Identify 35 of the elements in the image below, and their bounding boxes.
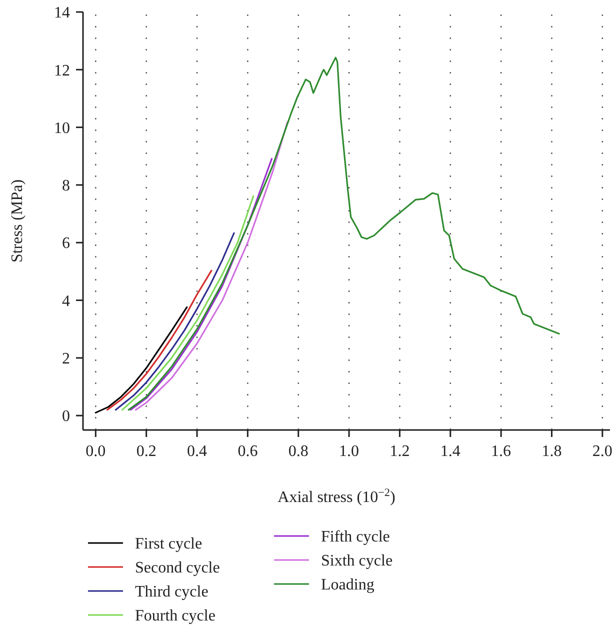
x-tick-label: 1.6 — [491, 443, 512, 460]
line-series — [94, 306, 188, 414]
x-tick-label: 0.4 — [187, 443, 208, 460]
x-tick-label: 0.6 — [238, 443, 258, 460]
y-tick-label: 8 — [62, 178, 70, 195]
legend-label: Sixth cycle — [321, 552, 393, 570]
line-series — [130, 158, 273, 411]
x-tick-label: 1.8 — [542, 443, 562, 460]
x-tick-label: 0.8 — [288, 443, 308, 460]
y-tick-label: 4 — [62, 292, 70, 310]
y-tick-label: 14 — [54, 4, 70, 22]
y-tick-label: 10 — [54, 120, 70, 137]
legend-label: Third cycle — [135, 584, 208, 601]
y-tick-label: 12 — [54, 62, 70, 80]
line-series — [134, 121, 288, 411]
x-tick-label: 2.0 — [592, 443, 612, 460]
line-series — [121, 195, 254, 411]
x-tick-label: 0.0 — [86, 443, 106, 460]
line-series — [114, 232, 235, 411]
legend-label: Second cycle — [135, 560, 220, 577]
y-tick-label: 2 — [62, 350, 70, 368]
line-series — [128, 56, 560, 411]
y-tick-label: 0 — [62, 408, 70, 426]
y-tick-label: 6 — [62, 235, 70, 252]
y-axis-title: Stress (MPa) — [9, 179, 26, 263]
legend-label: First cycle — [135, 536, 202, 553]
x-tick-label: 1.2 — [390, 443, 410, 460]
legend-label: Loading — [321, 576, 374, 594]
x-tick-label: 1.4 — [440, 443, 460, 460]
line-series — [106, 270, 212, 411]
x-tick-label: 0.2 — [136, 443, 156, 460]
x-axis-title: Axial stress (10$^{−2}$) — [278, 487, 396, 506]
legend-label: Fourth cycle — [135, 608, 216, 625]
legend-label: Fifth cycle — [321, 528, 390, 546]
x-tick-label: 1.0 — [339, 443, 360, 460]
